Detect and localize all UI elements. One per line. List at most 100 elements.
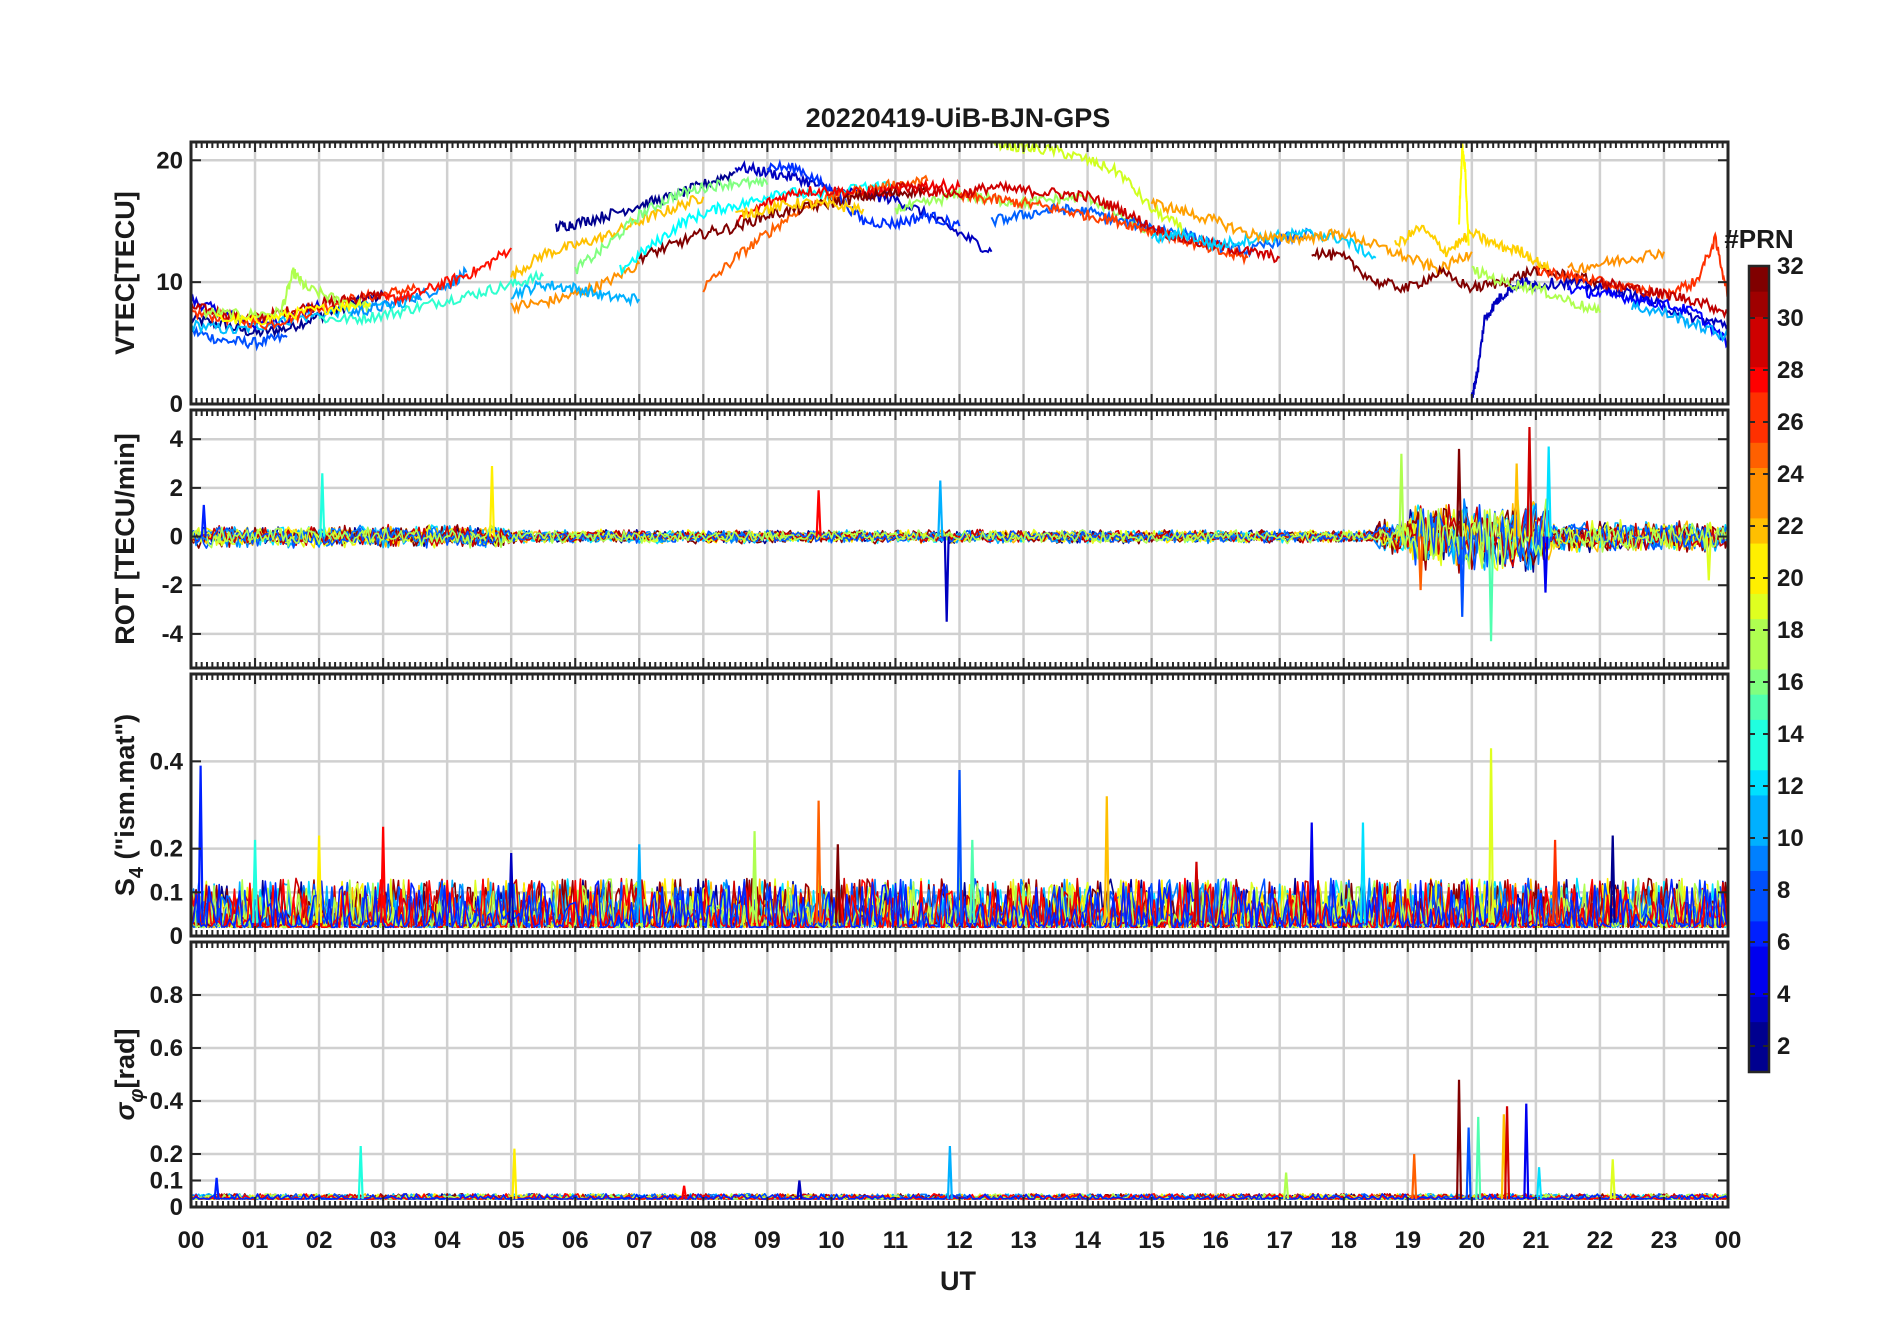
x-tick-label: 20: [1458, 1227, 1485, 1254]
x-tick-label: 10: [818, 1227, 845, 1254]
series-line-prn-27: [1535, 231, 1728, 299]
noise-trace: [191, 498, 1728, 570]
series-line-prn-13: [619, 180, 897, 276]
spike-mark: [681, 1185, 688, 1200]
y-tick-label: 0.1: [150, 879, 183, 906]
spike-mark: [946, 1146, 953, 1200]
panel-2: -4 -2 0 2 4 ROT [TECU/min]: [110, 408, 1730, 670]
colorbar-segment: [1749, 341, 1769, 368]
x-tick-label: 14: [1074, 1227, 1101, 1254]
y-tick-label: 0.8: [150, 982, 183, 1009]
series-line-prn-32: [638, 183, 929, 266]
series-line-prn-28: [382, 247, 513, 307]
x-tick-label: 05: [498, 1227, 525, 1254]
y-tick-label: -4: [162, 621, 184, 648]
colorbar-segment: [1749, 1046, 1769, 1073]
spike-mark: [1536, 1167, 1543, 1200]
x-tick-label: 19: [1394, 1227, 1421, 1254]
x-tick-label: 16: [1202, 1227, 1229, 1254]
y-tick-label: 20: [156, 147, 183, 174]
spike-mark: [1411, 1153, 1418, 1200]
x-tick-label: 08: [690, 1227, 717, 1254]
x-tick-label: 22: [1587, 1227, 1614, 1254]
y-tick-label: 0: [170, 524, 183, 551]
colorbar-segment: [1749, 845, 1769, 871]
series-line-prn-23: [1150, 196, 1473, 276]
series-line-prn-31: [191, 289, 384, 325]
x-tick-label: 13: [1010, 1227, 1037, 1254]
y-tick-label: 0: [170, 391, 183, 418]
series-line-prn-32: [1311, 246, 1600, 294]
spike-mark: [1193, 861, 1200, 923]
colorbar-segment: [1749, 870, 1769, 897]
y-tick-label: 4: [170, 426, 184, 453]
spike-mark: [1545, 446, 1552, 537]
spike-mark: [636, 844, 643, 923]
colorbar-segment: [1749, 492, 1769, 519]
spike-mark: [1705, 536, 1712, 581]
x-tick-label: 17: [1266, 1227, 1293, 1254]
spike-mark: [1488, 748, 1495, 923]
panel-data: [191, 427, 1728, 642]
colorbar-tick-label: 16: [1777, 669, 1804, 696]
spike-mark: [956, 770, 963, 923]
spike-mark: [1552, 839, 1559, 923]
colorbar-tick-label: 26: [1777, 409, 1804, 436]
colorbar-segment: [1749, 643, 1769, 670]
spike-mark: [357, 1146, 364, 1200]
colorbar-segment: [1749, 316, 1769, 343]
y-axis-title: VTEC[TECU]: [110, 191, 140, 355]
series-line-prn-24: [1567, 248, 1665, 274]
series-line-prn-10: [510, 279, 641, 308]
spike-mark: [751, 831, 758, 923]
x-tick-label: 15: [1138, 1227, 1165, 1254]
series-line-prn-16: [574, 175, 769, 275]
colorbar-segment: [1749, 467, 1769, 494]
x-tick-label: 00: [1715, 1227, 1742, 1254]
spike-mark: [1465, 1127, 1472, 1200]
colorbar-segment: [1749, 895, 1769, 922]
colorbar-segment: [1749, 744, 1769, 771]
spike-mark: [815, 490, 822, 537]
spike-mark: [1417, 536, 1424, 591]
series-line-prn-19: [992, 142, 1185, 234]
spike-mark: [1359, 822, 1366, 923]
colorbar-segment: [1749, 366, 1769, 393]
spike-mark: [1456, 448, 1463, 537]
colorbar-segment: [1749, 391, 1769, 418]
colorbar-segment: [1749, 971, 1769, 997]
x-tick-label: 04: [434, 1227, 461, 1254]
colorbar-segment: [1749, 920, 1769, 947]
y-axis-title: ROT [TECU/min]: [110, 433, 140, 644]
spike-mark: [488, 465, 496, 537]
series-line-prn-9: [350, 265, 468, 318]
spike-mark: [252, 839, 259, 923]
colorbar-tick-label: 6: [1777, 929, 1790, 956]
colorbar-tick-label: 12: [1777, 773, 1804, 800]
colorbar-segment: [1749, 669, 1769, 695]
y-tick-label: 0.4: [150, 1088, 184, 1115]
panel-3: 0 0.1 0.2 0.4S4 ("ism.mat"): [110, 672, 1730, 950]
y-tick-label: 0.4: [150, 748, 184, 775]
noise-trace: [191, 503, 1728, 568]
colorbar-segment: [1749, 517, 1769, 544]
colorbar-segment: [1749, 820, 1769, 846]
x-tick-label: 00: [178, 1227, 205, 1254]
spike-mark: [943, 536, 950, 622]
colorbar-tick-label: 2: [1777, 1033, 1790, 1060]
y-tick-label: 0.2: [150, 1141, 183, 1168]
colorbar-segment: [1749, 291, 1769, 317]
series-line-prn-20: [215, 298, 372, 327]
colorbar-segment: [1749, 442, 1769, 468]
y-tick-label: 0.6: [150, 1035, 183, 1062]
series-line-prn-22: [510, 194, 705, 279]
spike-mark: [834, 844, 841, 923]
colorbar-segment: [1749, 719, 1769, 746]
y-axis-title: σφ[rad]: [110, 1029, 148, 1121]
colorbar-title: #PRN: [1724, 224, 1793, 254]
spike-mark: [1542, 536, 1549, 593]
spike-mark: [1103, 796, 1110, 923]
colorbar-segment: [1749, 769, 1769, 796]
x-tick-label: 11: [883, 1227, 908, 1254]
